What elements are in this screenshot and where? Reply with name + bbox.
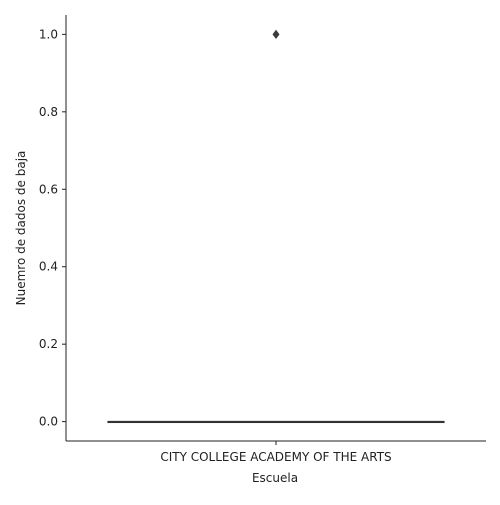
y-tick-label: 0.4	[39, 260, 58, 274]
y-tick-label: 0.8	[39, 105, 58, 119]
y-axis: 0.0 0.2 0.4 0.6 0.8 1.0	[39, 15, 67, 441]
y-axis-label: Nuemro de dados de baja	[14, 151, 28, 306]
y-tick-label: 0.6	[39, 182, 58, 196]
y-tick-label: 0.0	[39, 415, 58, 429]
outlier-point	[272, 29, 280, 40]
y-tick-label: 0.2	[39, 337, 58, 351]
x-axis-label: Escuela	[252, 471, 298, 485]
x-axis: CITY COLLEGE ACADEMY OF THE ARTS	[66, 440, 486, 464]
x-tick-label: CITY COLLEGE ACADEMY OF THE ARTS	[160, 450, 391, 464]
plot-area	[107, 29, 445, 424]
y-tick-label: 1.0	[39, 27, 58, 41]
